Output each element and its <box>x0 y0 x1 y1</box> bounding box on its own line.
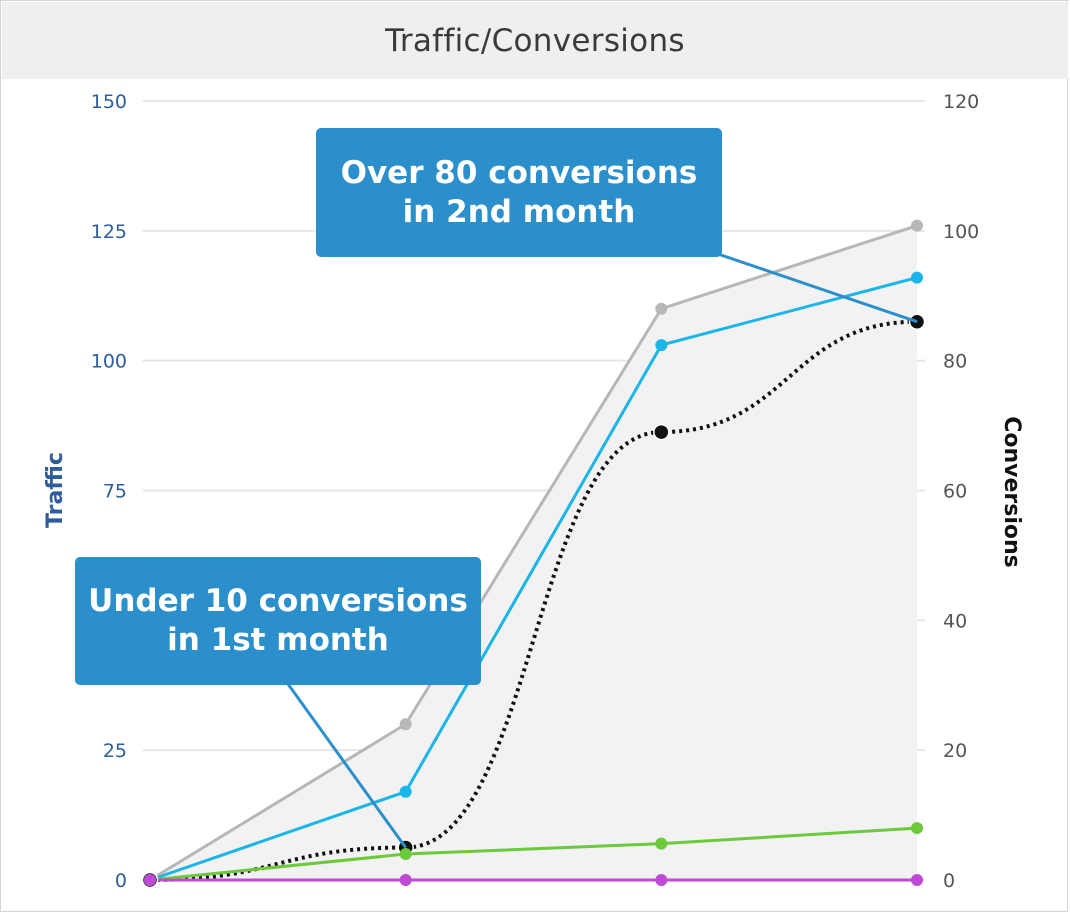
left-tick-label: 25 <box>103 740 127 762</box>
left-tick-label: 0 <box>115 870 127 892</box>
series-1-point <box>399 785 412 798</box>
chart-header: Traffic/Conversions <box>2 2 1068 79</box>
series-4-point <box>399 874 412 886</box>
right-axis-title: Conversions <box>999 416 1024 568</box>
callout-second-leader <box>717 252 918 324</box>
callout-second-month-text: Over 80 conversions in 2nd month <box>340 154 698 230</box>
series-0-point <box>655 302 668 315</box>
series-3-point <box>911 822 923 835</box>
series-0-line <box>149 224 918 882</box>
right-tick-label: 40 <box>943 610 967 632</box>
series-2-point <box>653 423 670 441</box>
right-tick-label: 20 <box>943 740 967 762</box>
right-tick-label: 0 <box>943 870 955 892</box>
left-axis-title: Traffic <box>43 452 68 528</box>
series-3-point <box>655 837 668 850</box>
series-4-point <box>911 874 923 886</box>
right-tick-label: 60 <box>943 481 967 503</box>
series-4-point <box>655 874 668 886</box>
series-1-point <box>655 339 668 352</box>
callout-first-month: Under 10 conversions in 1st month <box>75 557 481 685</box>
left-tick-label: 75 <box>103 481 127 503</box>
series-0-area <box>150 225 917 880</box>
series-0-point <box>399 718 412 731</box>
series-0-point <box>911 219 923 232</box>
series-4-point <box>144 874 156 886</box>
left-tick-label: 100 <box>91 351 127 373</box>
left-tick-label: 125 <box>91 221 127 243</box>
series-1-point <box>911 271 923 284</box>
callout-first-leader <box>286 683 407 849</box>
series-2-line <box>149 319 918 882</box>
series-3-point <box>399 848 412 861</box>
right-tick-label: 100 <box>943 221 979 243</box>
series-3-line <box>149 826 918 882</box>
right-tick-label: 120 <box>943 91 979 113</box>
series-1-line <box>149 276 918 882</box>
left-tick-label: 150 <box>91 91 127 113</box>
chart-title: Traffic/Conversions <box>385 22 685 59</box>
callout-second-month: Over 80 conversions in 2nd month <box>316 128 722 257</box>
callout-first-month-text: Under 10 conversions in 1st month <box>88 583 468 658</box>
right-tick-label: 80 <box>943 351 967 373</box>
